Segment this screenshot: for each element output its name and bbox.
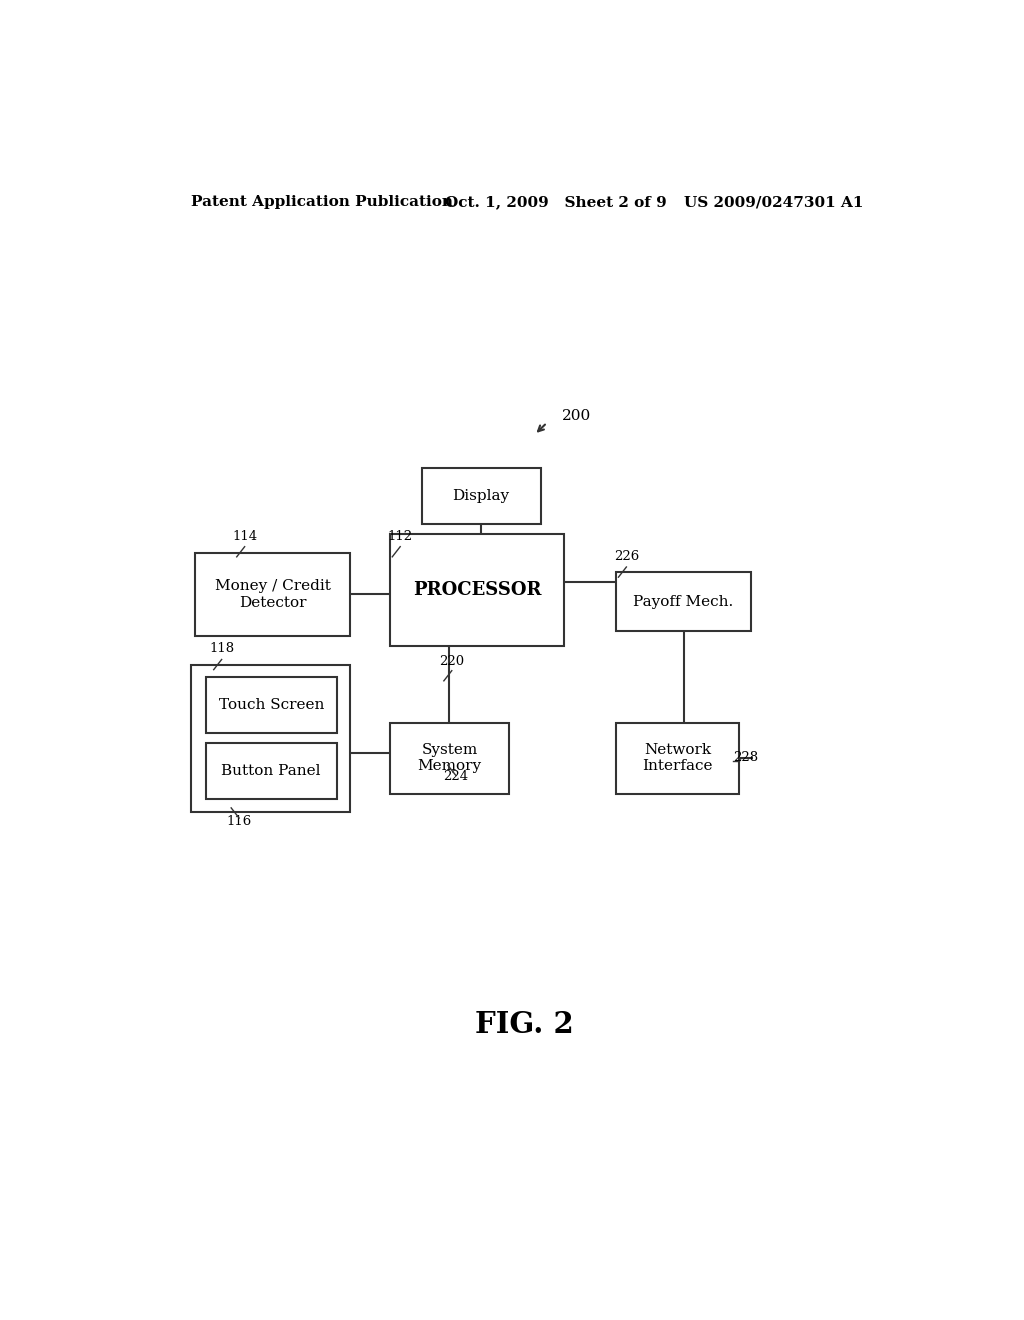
Text: 200: 200 <box>562 409 591 422</box>
Bar <box>390 722 509 793</box>
Text: 228: 228 <box>733 751 758 764</box>
Text: Touch Screen: Touch Screen <box>218 698 324 711</box>
Bar <box>616 722 739 793</box>
Bar <box>191 664 350 812</box>
Text: FIG. 2: FIG. 2 <box>475 1010 574 1039</box>
Text: PROCESSOR: PROCESSOR <box>413 581 542 599</box>
Text: 114: 114 <box>232 529 257 543</box>
Text: System
Memory: System Memory <box>418 743 481 774</box>
Text: 224: 224 <box>443 771 468 784</box>
Text: Patent Application Publication: Patent Application Publication <box>191 195 454 209</box>
Text: 112: 112 <box>388 529 413 543</box>
Text: Oct. 1, 2009   Sheet 2 of 9: Oct. 1, 2009 Sheet 2 of 9 <box>445 195 668 209</box>
Bar <box>390 535 564 647</box>
Text: 226: 226 <box>613 550 639 562</box>
Text: 116: 116 <box>226 816 252 828</box>
Bar <box>196 553 350 636</box>
Text: Display: Display <box>453 490 510 503</box>
Bar <box>206 677 337 733</box>
Text: US 2009/0247301 A1: US 2009/0247301 A1 <box>684 195 863 209</box>
Bar <box>206 743 337 799</box>
Text: Money / Credit
Detector: Money / Credit Detector <box>215 579 331 610</box>
Bar <box>422 469 541 524</box>
Text: Button Panel: Button Panel <box>221 764 321 777</box>
Bar <box>616 572 751 631</box>
Text: Payoff Mech.: Payoff Mech. <box>634 594 733 609</box>
Text: Network
Interface: Network Interface <box>642 743 713 774</box>
Text: 220: 220 <box>439 655 464 668</box>
Text: 118: 118 <box>209 643 234 655</box>
